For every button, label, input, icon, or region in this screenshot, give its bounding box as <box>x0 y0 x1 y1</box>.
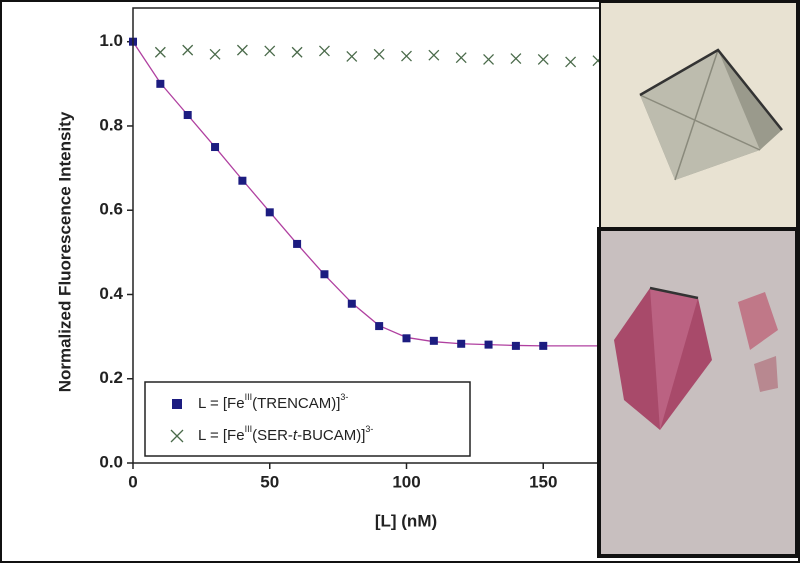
point <box>429 336 438 345</box>
point <box>537 53 549 65</box>
point <box>484 340 493 349</box>
x-tick-label: 50 <box>260 472 279 491</box>
y-tick-label: 0.8 <box>99 115 123 134</box>
point <box>347 299 356 308</box>
point <box>318 45 330 57</box>
x-tick-label: 100 <box>392 472 420 491</box>
legend-label: L = [FeIII(TRENCAM)]3- <box>198 392 348 412</box>
y-tick-label: 0.4 <box>99 284 123 303</box>
point <box>209 48 221 60</box>
point <box>183 111 192 120</box>
point <box>265 208 274 217</box>
point <box>510 53 522 65</box>
point <box>182 44 194 56</box>
point <box>511 341 520 350</box>
legend <box>144 381 471 457</box>
y-tick-label: 1.0 <box>99 31 123 50</box>
point <box>346 50 358 62</box>
point <box>156 79 165 88</box>
legend-label: L = [FeIII(SER-t-BUCAM)]3- <box>198 424 373 444</box>
point <box>428 49 440 61</box>
point <box>154 46 166 58</box>
legend-marker <box>170 429 184 443</box>
point <box>236 44 248 56</box>
plot-area: 0501001502000.00.20.40.60.81.0 <box>99 31 694 491</box>
x-tick-label: 0 <box>128 472 137 491</box>
point <box>264 45 276 57</box>
photo-top <box>599 1 798 230</box>
point <box>293 239 302 248</box>
y-tick-label: 0.2 <box>99 368 123 387</box>
point <box>238 176 247 185</box>
photo-bottom <box>597 227 799 558</box>
point <box>402 334 411 343</box>
point <box>539 341 548 350</box>
point <box>455 52 467 64</box>
point <box>375 322 384 331</box>
fit-line <box>132 41 598 347</box>
y-tick-label: 0.6 <box>99 200 123 219</box>
point <box>211 143 220 152</box>
point <box>565 56 577 68</box>
point <box>320 270 329 279</box>
y-axis-label: Normalized Fluorescence Intensity <box>55 111 74 392</box>
point <box>483 53 495 65</box>
y-tick-label: 0.0 <box>99 452 123 471</box>
x-tick-label: 150 <box>529 472 557 491</box>
legend-marker <box>172 399 182 409</box>
x-axis-label: [L] (nM) <box>375 511 437 530</box>
point <box>373 48 385 60</box>
point <box>457 339 466 348</box>
point <box>291 46 303 58</box>
point <box>401 50 412 62</box>
